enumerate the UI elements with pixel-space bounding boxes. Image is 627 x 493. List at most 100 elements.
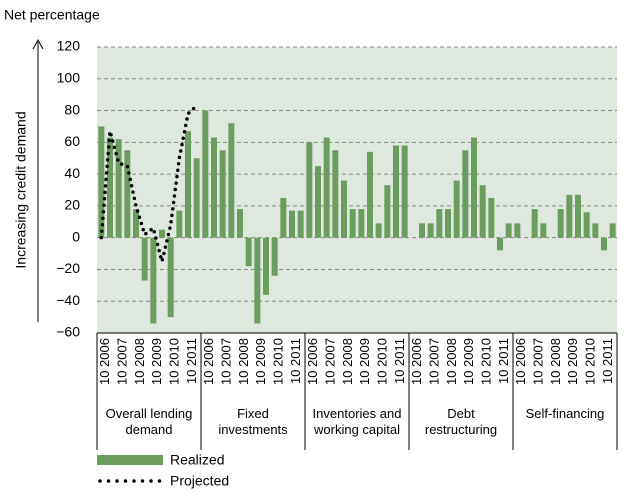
x-tick-label: 10 2006 [513, 338, 528, 385]
group-label-box: Debt restructuring [424, 406, 498, 437]
bar [479, 185, 486, 238]
x-tick-label: 10 2010 [478, 338, 493, 385]
x-tick-label: 10 2011 [496, 338, 511, 384]
bar [341, 180, 347, 238]
bar [159, 229, 165, 238]
bar [185, 131, 191, 238]
y-tick-label: 80 [64, 101, 80, 117]
bar [271, 237, 278, 276]
bar [254, 237, 261, 324]
x-tick-label: 10 2008 [236, 338, 251, 385]
bar [323, 137, 330, 238]
x-tick-label: 10 2006 [201, 338, 216, 385]
bar [497, 237, 503, 251]
plot-background [97, 47, 617, 333]
bar [98, 126, 105, 238]
group-label: Fixed investments [218, 406, 288, 437]
bar [375, 223, 382, 238]
y-tick-label: 120 [57, 38, 81, 54]
x-tick-label: 10 2009 [461, 338, 476, 385]
x-tick-label: 10 2010 [582, 338, 597, 385]
bar [107, 137, 113, 238]
bar [150, 237, 157, 324]
x-tick-label: 10 2011 [392, 338, 407, 384]
x-tick-label: 10 2009 [357, 338, 372, 385]
bar [133, 209, 139, 238]
y-tick-label: 0 [72, 228, 80, 244]
bar [358, 209, 365, 238]
y-tick-label: 60 [64, 133, 80, 149]
bar [306, 142, 313, 238]
bar [297, 210, 304, 238]
bar [471, 137, 477, 238]
bar [540, 223, 547, 238]
group-label: Inventories and working capital [312, 406, 402, 437]
bar [141, 237, 148, 281]
bar [505, 223, 512, 238]
x-tick-label: 10 2008 [548, 338, 563, 385]
bar [601, 237, 607, 251]
bar [219, 150, 226, 238]
projected-line [99, 104, 199, 262]
bar [384, 185, 391, 238]
bar [436, 209, 443, 238]
y-tick-label: 40 [64, 165, 80, 181]
bar [280, 197, 287, 238]
x-tick-label: 10 2007 [426, 338, 441, 385]
group-label: Overall lending demand [105, 406, 193, 437]
bar [245, 237, 252, 267]
x-tick-label: 10 2008 [340, 338, 355, 385]
x-tick-label: 10 2011 [600, 338, 615, 384]
x-tick-label: 10 2007 [530, 338, 545, 385]
bar [393, 145, 399, 238]
bar [289, 210, 295, 238]
y-axis-label: Increasing credit demand [13, 111, 29, 268]
x-tick-label: 10 2010 [374, 338, 389, 385]
bar [167, 237, 174, 318]
x-tick-label: 10 2010 [270, 338, 285, 385]
bar [115, 139, 122, 238]
y-tick-label: −60 [56, 324, 80, 340]
bar [202, 110, 209, 238]
bar [419, 223, 425, 238]
bar [263, 237, 269, 295]
bar [592, 223, 599, 238]
bar [349, 209, 356, 238]
bar [531, 209, 538, 238]
bar [193, 158, 200, 238]
bar [427, 223, 434, 238]
y-tick-label: −20 [56, 260, 80, 276]
x-tick-label: 10 2007 [322, 338, 337, 385]
y-tick-label: 20 [64, 197, 80, 213]
legend-swatch [97, 455, 163, 465]
group-label: Debt restructuring [424, 406, 498, 437]
x-tick-label: 10 2006 [97, 338, 112, 385]
bar [514, 223, 521, 238]
bar [367, 151, 373, 238]
y-arrowhead [32, 38, 44, 50]
group-label-box: Overall lending demand [105, 406, 193, 437]
bar [566, 194, 573, 238]
bar [445, 209, 451, 238]
bar [488, 197, 495, 238]
bar [453, 180, 460, 238]
x-tick-label: 10 2006 [409, 338, 424, 385]
x-tick-label: 10 2007 [114, 338, 129, 385]
bar [462, 150, 469, 238]
legend-label: Realized [170, 452, 224, 468]
bar [332, 150, 339, 238]
group-label: Self-financing [525, 406, 605, 421]
group-label-box: Inventories and working capital [312, 406, 402, 437]
y-tick-label: −40 [56, 292, 80, 308]
group-label-box: Self-financing [525, 406, 605, 421]
bar [237, 209, 243, 238]
bar [124, 150, 131, 238]
x-tick-label: 10 2008 [132, 338, 147, 385]
x-tick-label: 10 2011 [184, 338, 199, 384]
bar [609, 223, 616, 238]
x-tick-label: 10 2007 [218, 338, 233, 385]
x-tick-label: 10 2009 [565, 338, 580, 385]
group-label-box: Fixed investments [218, 406, 288, 437]
